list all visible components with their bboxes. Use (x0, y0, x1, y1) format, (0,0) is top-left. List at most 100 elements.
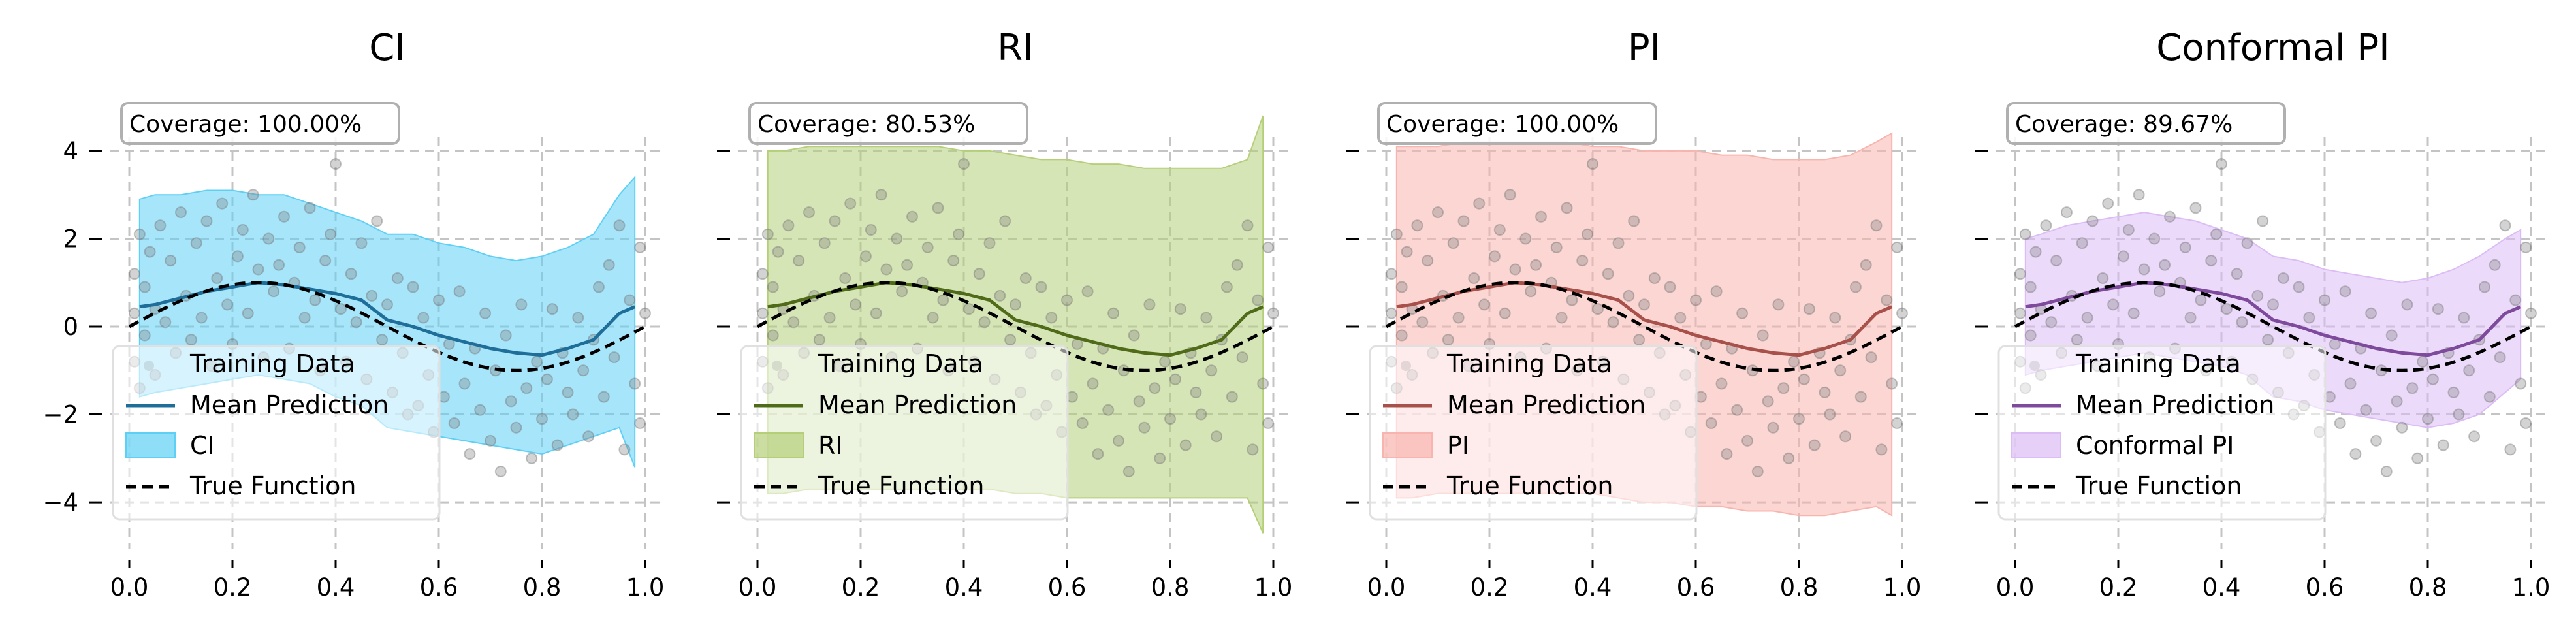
training-point (1829, 312, 1841, 324)
training-point (1690, 294, 1702, 306)
training-point (381, 298, 393, 311)
training-point (2396, 421, 2408, 434)
legend-label: Mean Prediction (190, 391, 389, 419)
training-point (2344, 377, 2357, 390)
training-point (1236, 351, 1248, 364)
training-point (464, 448, 476, 460)
training-point (1886, 377, 1898, 390)
training-point (2220, 303, 2233, 315)
training-point (2437, 439, 2449, 451)
x-tick-label: 0.6 (1048, 573, 1087, 601)
training-point (562, 386, 574, 398)
training-point (577, 364, 590, 377)
training-point (1705, 417, 1717, 429)
training-point (1591, 303, 1604, 315)
training-point (355, 237, 368, 249)
training-point (1638, 298, 1650, 311)
training-point (1628, 215, 1640, 227)
training-point (2133, 189, 2145, 201)
training-point (1422, 255, 1434, 267)
training-point (453, 285, 466, 298)
training-point (1174, 303, 1186, 315)
legend-label: PI (1447, 431, 1469, 460)
training-point (1555, 312, 1568, 324)
coverage-box (120, 102, 400, 145)
training-point (2097, 272, 2109, 284)
training-point (1530, 259, 1542, 271)
training-point (551, 439, 564, 451)
training-point (1824, 408, 1836, 421)
training-point (1870, 219, 1883, 232)
training-point (2411, 452, 2424, 464)
training-point (2426, 373, 2439, 385)
x-tick-label: 1.0 (2512, 573, 2551, 601)
training-point (1252, 294, 1264, 306)
training-point (319, 255, 332, 267)
training-point (1493, 224, 1506, 236)
training-point (128, 268, 140, 280)
training-point (634, 241, 646, 253)
training-point (1010, 298, 1021, 311)
training-point (1004, 334, 1017, 346)
training-point (1262, 417, 1275, 429)
training-point (756, 268, 769, 280)
training-point (494, 466, 507, 477)
legend-label: Mean Prediction (2076, 391, 2274, 419)
training-point (1751, 466, 1764, 477)
training-point (613, 219, 626, 232)
training-point (994, 289, 1006, 302)
training-point (937, 294, 949, 306)
legend-label: True Function (1446, 472, 1613, 500)
x-tick-label: 0.2 (2099, 573, 2138, 601)
training-point (190, 237, 202, 249)
training-point (1710, 285, 1723, 298)
training-point (1777, 382, 1790, 394)
legend-label: True Function (189, 472, 356, 500)
training-point (1113, 434, 1124, 447)
training-point (767, 329, 779, 342)
training-point (546, 303, 558, 315)
training-point (2380, 466, 2393, 477)
training-point (932, 202, 944, 214)
training-point (2365, 307, 2377, 319)
legend-label: Conformal PI (2076, 431, 2234, 460)
coverage-box (748, 102, 1028, 145)
training-point (2257, 215, 2269, 227)
training-point (859, 250, 872, 263)
mean-prediction-line (139, 281, 636, 357)
training-point (1798, 373, 1810, 385)
training-point (1164, 413, 1176, 425)
training-point (2422, 413, 2434, 425)
x-tick-label: 0.4 (2202, 573, 2241, 601)
legend-label: Training Data (1446, 349, 1612, 378)
y-tick-label: −2 (42, 401, 78, 429)
training-point (2417, 355, 2429, 368)
training-point (2241, 237, 2253, 249)
training-point (2303, 312, 2315, 324)
legend-box (740, 345, 1069, 521)
training-point (2401, 298, 2413, 311)
training-point (2370, 434, 2382, 447)
training-point (597, 391, 610, 403)
training-point (1432, 206, 1444, 219)
legend-marker-band (2011, 432, 2061, 458)
training-point (1834, 364, 1847, 377)
training-point (2045, 316, 2058, 329)
training-point (618, 443, 631, 456)
training-point (2520, 241, 2532, 253)
x-tick-label: 1.0 (626, 573, 665, 601)
legend-label: Mean Prediction (1447, 391, 1646, 419)
training-point (756, 307, 769, 319)
training-point (536, 413, 548, 425)
training-point (2319, 294, 2330, 306)
training-point (1159, 355, 1171, 368)
x-tick-label: 0.0 (1367, 573, 1406, 601)
training-point (1525, 285, 1537, 298)
training-point (2184, 312, 2197, 324)
training-point (1076, 417, 1089, 429)
x-tick-label: 0.4 (317, 573, 355, 601)
training-point (1035, 281, 1047, 293)
training-point (376, 334, 389, 346)
training-point (1587, 158, 1598, 170)
